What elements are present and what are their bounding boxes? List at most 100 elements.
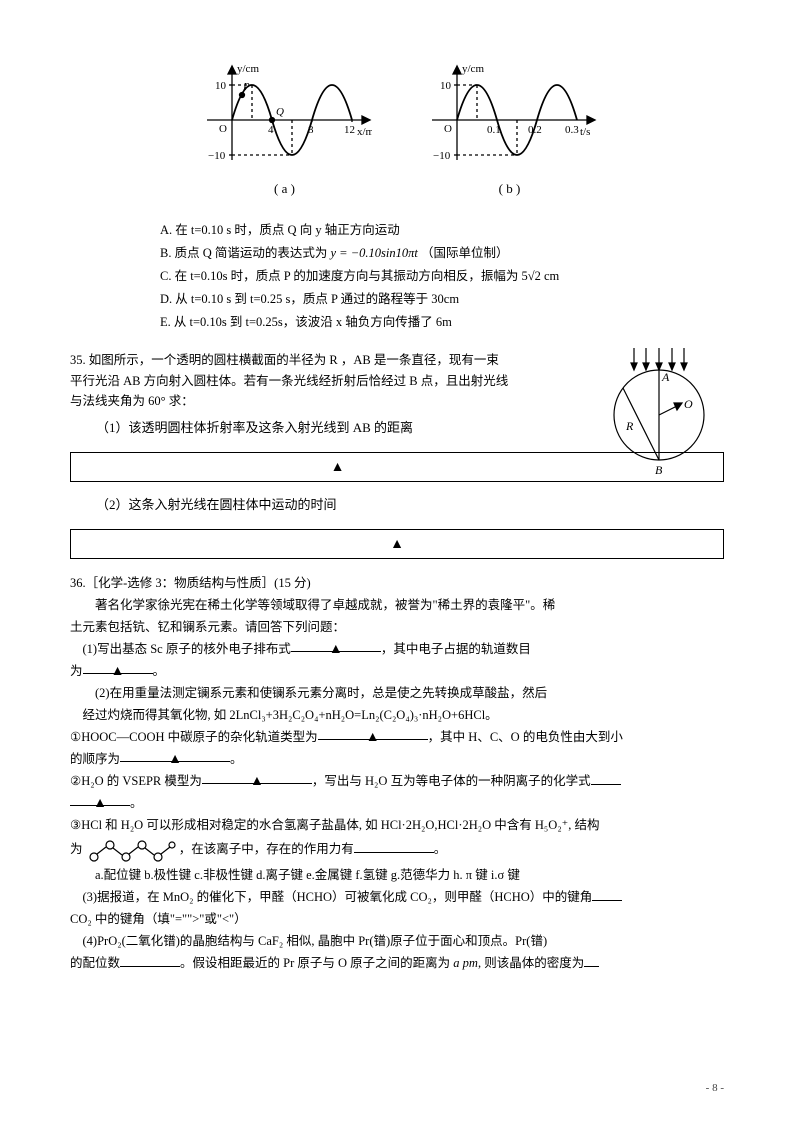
q36-i3-mid: 为: [70, 842, 83, 856]
label-B: B: [655, 463, 663, 477]
ytick-10-a: 10: [215, 80, 227, 92]
q36-item2: ②H₂O 的 VSEPR 模型为▲，写出与 H₂O 互为等电子体的一种阴离子的化…: [70, 771, 724, 791]
q36-s4-2-mid: 。假设相距最近的 Pr 原子与 O 原子之间的距离为: [180, 956, 453, 970]
q36-s4-2-pre: 的配位数: [70, 956, 120, 970]
blank-9: [120, 953, 180, 967]
q36-item3-mid: 为 ，在该离子中，存在的作用力有 。: [70, 837, 724, 863]
q36-i2-pre: ②H₂O 的 VSEPR 模型为: [70, 774, 202, 788]
triangle-1: ▲: [331, 460, 345, 475]
answer-box-2: ▲: [70, 529, 724, 559]
options-block: A. 在 t=0.10 s 时，质点 Q 向 y 轴正方向运动 B. 质点 Q …: [160, 220, 724, 332]
q36-sub1-end: 为▲。: [70, 661, 724, 681]
point-q-label: Q: [276, 106, 284, 118]
x-axis-label-a: x/m: [357, 126, 372, 138]
q35-stem-2: 平行光沿 AB 方向射入圆柱体。若有一条光线经折射后恰经过 B 点，且出射光线: [70, 374, 508, 388]
question-36: 36.［化学-选修 3：物质结构与性质］(15 分) 著名化学家徐光宪在稀土化学…: [70, 573, 724, 973]
option-c-post: cm: [544, 269, 559, 283]
question-35: A O B R 35. 如图所示，一个透明的圆柱横截面的半径为 R ，AB 是一…: [70, 350, 724, 559]
tri-b4: ▲: [168, 752, 182, 767]
option-e: E. 从 t=0.10s 到 t=0.25s，该波沿 x 轴负方向传播了 6m: [160, 312, 724, 332]
wave-chart-b-svg: y/cm t/s 10 −10 O 0.1 0.2 0.3: [422, 60, 597, 175]
q36-item3: ③HCl 和 H₂O 可以形成相对稳定的水合氢离子盐晶体, 如 HCl·2H₂O…: [70, 815, 724, 835]
q36-i1-pre: ①HOOC—COOH 中碳原子的杂化轨道类型为: [70, 730, 318, 744]
blank-1: ▲: [291, 639, 381, 653]
q36-line1: 著名化学家徐光宪在稀土化学等领域取得了卓越成就，被誉为"稀土界的袁隆平"。稀: [70, 595, 724, 615]
q36-s3-pre: (3)据报道，在 MnO₂ 的催化下，甲醛（HCHO）可被氧化成 CO₂，则甲醛…: [83, 890, 593, 904]
origin-b: O: [444, 123, 452, 135]
xtick-03-b: 0.3: [565, 124, 579, 136]
x-axis-label-b: t/s: [580, 126, 590, 138]
blank-7: [354, 839, 434, 853]
xtick-8-a: 8: [308, 124, 314, 136]
q36-sub2-formula: 经过灼烧而得其氧化物, 如 2LnCl₃+3H₂C₂O₄+nH₂O=Ln₂(C₂…: [83, 708, 498, 722]
y-axis-label-b: y/cm: [462, 63, 484, 75]
q36-sub1-end-txt: 为: [70, 664, 83, 678]
blank-10: [584, 953, 599, 967]
q36-title: 36.［化学-选修 3：物质结构与性质］(15 分): [70, 573, 724, 593]
blank-6: [591, 771, 621, 785]
q36-i3-post: ，在该离子中，存在的作用力有: [179, 842, 354, 856]
wave-chart-a-svg: y/cm x/m 10 −10 O 4 8 12 P Q: [197, 60, 372, 175]
wave-chart-a: y/cm x/m 10 −10 O 4 8 12 P Q ( a ): [197, 60, 372, 200]
option-d: D. 从 t=0.10 s 到 t=0.25 s，质点 P 通过的路程等于 30…: [160, 289, 724, 309]
blank-6b: ▲: [70, 793, 130, 807]
q36-item1: ①HOOC—COOH 中碳原子的杂化轨道类型为▲，其中 H、C、O 的电负性由大…: [70, 727, 724, 747]
tri-b3: ▲: [366, 730, 380, 745]
tri-b5: ▲: [250, 774, 264, 789]
label-A: A: [661, 370, 670, 384]
q36-sub3: (3)据报道，在 MnO₂ 的催化下，甲醛（HCHO）可被氧化成 CO₂，则甲醛…: [70, 887, 724, 907]
q36-choices: a.配位键 b.极性键 c.非极性键 d.离子键 e.金属键 f.氢键 g.范德…: [70, 865, 724, 885]
page: y/cm x/m 10 −10 O 4 8 12 P Q ( a ): [0, 0, 794, 1123]
q36-sub1-end2: 。: [153, 664, 166, 678]
xtick-12-a: 12: [344, 124, 355, 136]
blank-2: ▲: [83, 661, 153, 675]
xtick-4-a: 4: [268, 124, 274, 136]
q36-item2-end: ▲。: [70, 793, 724, 813]
option-a: A. 在 t=0.10 s 时，质点 Q 向 y 轴正方向运动: [160, 220, 724, 240]
tri-b2: ▲: [111, 664, 125, 679]
q36-sub4-2: 的配位数。假设相距最近的 Pr 原子与 O 原子之间的距离为 a pm, 则该晶…: [70, 953, 724, 973]
q36-i2-post: ，写出与 H₂O 互为等电子体的一种阴离子的化学式: [312, 774, 591, 788]
q35-stem-3: 与法线夹角为 60° 求：: [70, 394, 194, 408]
q36-s3-2: CO₂ 中的键角（填"="">"或"<"）: [70, 912, 247, 926]
q36-s4-pre: (4)PrO₂(二氧化镨)的晶胞结构与 CaF₂ 相似, 晶胞中 Pr(镨)原子…: [83, 934, 548, 948]
q36-sub2: (2)在用重量法测定镧系元素和使镧系元素分离时，总是使之先转换成草酸盐，然后: [70, 683, 724, 703]
ytick-10-b: 10: [440, 80, 452, 92]
option-b: B. 质点 Q 简谐运动的表达式为 y = −0.10sin10πt （国际单位…: [160, 243, 724, 263]
q36-s4-2-a: a pm: [453, 956, 478, 970]
q36-i1-end: 的顺序为: [70, 752, 120, 766]
q36-item1-end: 的顺序为▲。: [70, 749, 724, 769]
page-number: - 8 -: [706, 1080, 724, 1098]
label-O: O: [684, 397, 693, 411]
blank-4: ▲: [120, 749, 230, 763]
q36-i1-post: ，其中 H、C、O 的电负性由大到小: [428, 730, 623, 744]
tri-b1: ▲: [329, 642, 343, 657]
tri-b6: ▲: [93, 796, 107, 811]
blank-3: ▲: [318, 727, 428, 741]
xtick-02-b: 0.2: [528, 124, 542, 136]
q35-stem-1: 35. 如图所示，一个透明的圆柱横截面的半径为 R ，AB 是一条直径，现有一束: [70, 353, 499, 367]
point-p-label: P: [242, 81, 250, 93]
q36-sub3-2: CO₂ 中的键角（填"="">"或"<"）: [70, 909, 724, 929]
q36-line2: 土元素包括钪、钇和镧系元素。请回答下列问题：: [70, 617, 724, 637]
q36-sub1-post: ，其中电子占据的轨道数目: [381, 642, 531, 656]
q36-i3-end: 。: [434, 842, 447, 856]
y-axis-label-a: y/cm: [237, 63, 259, 75]
q36-sub4: (4)PrO₂(二氧化镨)的晶胞结构与 CaF₂ 相似, 晶胞中 Pr(镨)原子…: [70, 931, 724, 951]
blank-5: ▲: [202, 771, 312, 785]
q36-sub1: (1)写出基态 Sc 原子的核外电子排布式▲，其中电子占据的轨道数目: [70, 639, 724, 659]
ytick-neg10-a: −10: [208, 150, 226, 162]
option-b-formula: y = −0.10sin10πt: [331, 246, 418, 260]
xtick-01-b: 0.1: [487, 124, 501, 136]
blank-8a: [592, 887, 622, 901]
origin-a: O: [219, 123, 227, 135]
chart-b-caption: ( b ): [422, 179, 597, 200]
triangle-2: ▲: [390, 537, 404, 552]
option-b-pre: B. 质点 Q 简谐运动的表达式为: [160, 246, 327, 260]
option-b-post: （国际单位制）: [421, 246, 509, 260]
ytick-neg10-b: −10: [433, 150, 451, 162]
chart-a-caption: ( a ): [197, 179, 372, 200]
q36-i1-end2: 。: [230, 752, 243, 766]
wave-chart-b: y/cm t/s 10 −10 O 0.1 0.2 0.3 ( b ): [422, 60, 597, 200]
molecule-icon: [86, 837, 176, 863]
